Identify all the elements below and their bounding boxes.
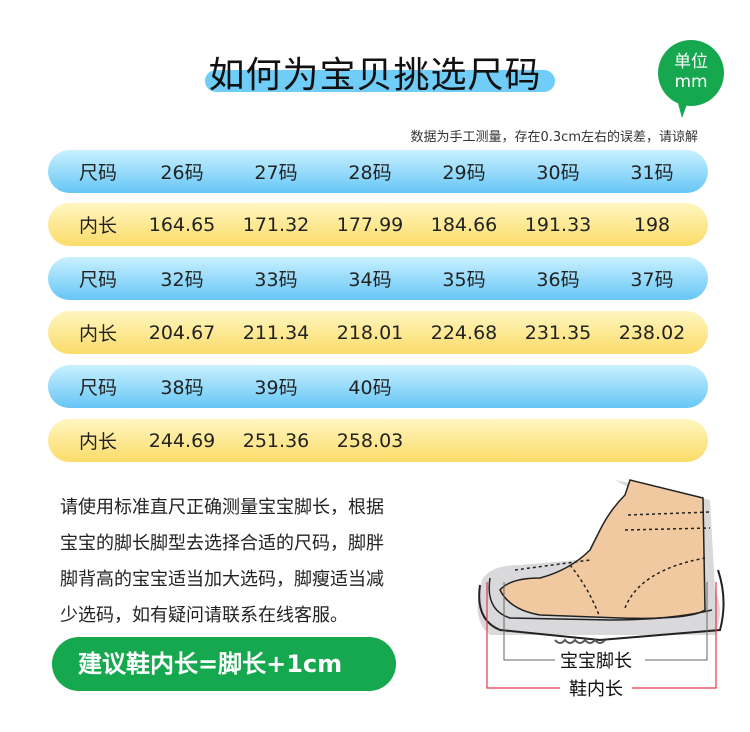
table-cell: 39码 <box>254 377 298 399</box>
row-label: 尺码 <box>78 269 118 291</box>
table-cell: 224.68 <box>430 321 498 344</box>
foot-length-label: 宝宝脚长 <box>557 647 635 673</box>
inner-length-row: 内长 164.65 171.32 177.99 184.66 191.33 198 <box>48 203 708 246</box>
table-cell: 35码 <box>442 269 486 291</box>
row-label: 尺码 <box>78 377 118 399</box>
table-cell: 164.65 <box>148 213 216 236</box>
size-row: 尺码 26码 27码 28码 29码 30码 31码 <box>48 150 708 193</box>
unit-label: 单位 <box>674 52 708 72</box>
instruction-line: 脚背高的宝宝适当加大选码，脚瘦适当减 <box>60 569 384 590</box>
table-cell: 32码 <box>160 269 204 291</box>
size-row: 尺码 32码 33码 34码 35码 36码 37码 <box>48 257 708 300</box>
table-cell: 37码 <box>630 269 674 291</box>
table-cell: 30码 <box>536 162 580 184</box>
table-cell: 238.02 <box>618 321 686 344</box>
recommendation-banner: 建议鞋内长=脚长+1cm <box>52 637 396 691</box>
table-cell: 29码 <box>442 162 486 184</box>
table-cell: 26码 <box>160 162 204 184</box>
instruction-line: 宝宝的脚长脚型去选择合适的尺码，脚胖 <box>60 533 384 554</box>
table-cell: 244.69 <box>148 429 216 452</box>
table-cell: 251.36 <box>242 429 310 452</box>
size-row: 尺码 38码 39码 40码 <box>48 365 708 408</box>
shoe-foot-illustration <box>477 479 725 689</box>
shoe-inner-length-label: 鞋内长 <box>566 675 626 701</box>
row-label: 内长 <box>78 215 118 237</box>
table-cell: 177.99 <box>336 213 404 236</box>
row-label: 尺码 <box>78 162 118 184</box>
table-cell: 211.34 <box>242 321 310 344</box>
inner-length-row: 内长 204.67 211.34 218.01 224.68 231.35 238.02 <box>48 311 708 354</box>
table-cell: 184.66 <box>430 213 498 236</box>
table-cell: 218.01 <box>336 321 404 344</box>
measurement-note: 数据为手工测量，存在0.3cm左右的误差，请谅解 <box>410 130 699 145</box>
instructions: 请使用标准直尺正确测量宝宝脚长，根据 宝宝的脚长脚型去选择合适的尺码，脚胖 脚背… <box>60 490 450 634</box>
unit-badge-tail <box>676 96 690 118</box>
unit-badge: 单位 mm <box>658 40 724 106</box>
table-cell: 258.03 <box>336 429 404 452</box>
table-cell: 33码 <box>254 269 298 291</box>
unit-value: mm <box>674 72 708 92</box>
title-highlight <box>205 70 555 92</box>
instruction-line: 少选码，如有疑问请联系在线客服。 <box>60 605 348 626</box>
table-cell: 34码 <box>348 269 392 291</box>
instruction-line: 请使用标准直尺正确测量宝宝脚长，根据 <box>60 497 384 518</box>
table-cell: 31码 <box>630 162 674 184</box>
inner-length-row: 内长 244.69 251.36 258.03 <box>48 419 708 462</box>
table-cell: 204.67 <box>148 321 216 344</box>
table-cell: 198 <box>633 213 671 236</box>
page-title: 如何为宝贝挑选尺码 <box>208 55 542 96</box>
table-cell: 231.35 <box>524 321 592 344</box>
table-cell: 28码 <box>348 162 392 184</box>
table-cell: 40码 <box>348 377 392 399</box>
table-cell: 191.33 <box>524 213 592 236</box>
table-cell: 171.32 <box>242 213 310 236</box>
table-cell: 36码 <box>536 269 580 291</box>
shoe-diagram: 宝宝脚长 鞋内长 <box>460 470 740 710</box>
row-label: 内长 <box>78 323 118 345</box>
table-cell: 27码 <box>254 162 298 184</box>
row-label: 内长 <box>78 431 118 453</box>
table-cell: 38码 <box>160 377 204 399</box>
